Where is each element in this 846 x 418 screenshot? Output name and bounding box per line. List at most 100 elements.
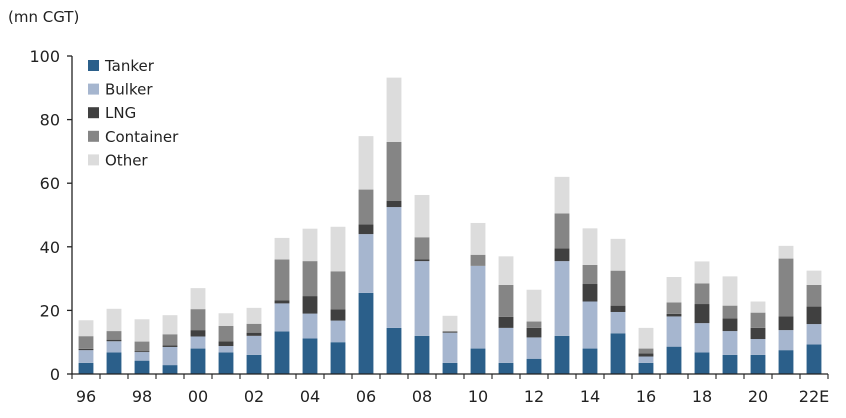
bar-other-03	[274, 237, 290, 260]
legend-label-lng: LNG	[105, 104, 136, 122]
bar-container-05	[330, 271, 346, 310]
bar-tanker-15	[610, 333, 626, 374]
bar-tanker-02	[246, 354, 262, 374]
x-tick-label: 22E	[799, 387, 829, 406]
x-tick-label: 02	[244, 387, 264, 406]
bar-tanker-18	[694, 352, 710, 374]
bar-lng-16	[638, 353, 654, 357]
bar-bulker-12	[526, 337, 542, 359]
bar-lng-04	[302, 296, 318, 314]
bar-tanker-07	[386, 327, 402, 374]
bar-container-20	[750, 312, 766, 328]
bar-tanker-05	[330, 342, 346, 374]
bar-other-06	[358, 136, 374, 190]
bar-tanker-03	[274, 331, 290, 374]
bar-container-01	[218, 325, 234, 342]
bar-lng-22E	[806, 306, 822, 325]
bar-bulker-20	[750, 339, 766, 355]
bar-other-20	[750, 301, 766, 313]
bar-lng-00	[190, 330, 206, 337]
bar-tanker-17	[666, 346, 682, 374]
bar-bulker-00	[190, 336, 206, 349]
bar-tanker-13	[554, 335, 570, 374]
x-tick-label: 98	[132, 387, 152, 406]
bar-bulker-04	[302, 313, 318, 339]
bar-bulker-05	[330, 320, 346, 343]
bar-container-96	[78, 336, 94, 349]
x-tick-label: 14	[580, 387, 600, 406]
bar-container-10	[470, 254, 486, 266]
bar-lng-20	[750, 327, 766, 340]
bar-lng-97	[106, 339, 122, 342]
x-tick-label: 20	[748, 387, 768, 406]
x-tick-label: 04	[300, 387, 320, 406]
bar-lng-19	[722, 318, 738, 332]
bar-lng-21	[778, 316, 794, 331]
bar-lng-14	[582, 284, 598, 302]
y-tick-label: 60	[40, 174, 60, 193]
bar-lng-11	[498, 316, 514, 328]
bar-bulker-13	[554, 261, 570, 336]
bar-other-16	[638, 327, 654, 349]
y-tick-label: 0	[50, 365, 60, 384]
bar-container-07	[386, 141, 402, 201]
bar-container-98	[134, 341, 150, 352]
bar-tanker-21	[778, 350, 794, 374]
x-tick-label: 96	[76, 387, 96, 406]
bar-container-09	[442, 331, 458, 333]
x-tick-label: 00	[188, 387, 208, 406]
bar-lng-01	[218, 341, 234, 347]
bar-other-18	[694, 261, 710, 284]
legend-label-tanker: Tanker	[104, 57, 155, 75]
bar-lng-07	[386, 200, 402, 208]
x-tick-label: 10	[468, 387, 488, 406]
bar-container-18	[694, 283, 710, 305]
bar-other-15	[610, 238, 626, 271]
y-axis-unit-label: (mn CGT)	[8, 8, 80, 26]
bar-bulker-06	[358, 234, 374, 293]
bar-container-06	[358, 189, 374, 225]
y-tick-label: 80	[40, 111, 60, 130]
bar-lng-05	[330, 309, 346, 321]
bar-bulker-14	[582, 301, 598, 349]
bar-lng-96	[78, 348, 94, 351]
bar-lng-15	[610, 305, 626, 312]
bar-container-03	[274, 259, 290, 301]
bar-bulker-21	[778, 330, 794, 351]
bar-container-08	[414, 237, 430, 260]
bar-lng-08	[414, 259, 430, 262]
bar-lng-02	[246, 332, 262, 336]
legend-label-other: Other	[105, 151, 148, 169]
bar-tanker-14	[582, 348, 598, 374]
bar-container-14	[582, 264, 598, 285]
bar-other-00	[190, 288, 206, 310]
bar-other-17	[666, 277, 682, 303]
x-tick-label: 08	[412, 387, 432, 406]
bar-other-13	[554, 176, 570, 214]
bar-container-00	[190, 309, 206, 331]
bar-other-02	[246, 307, 262, 324]
legend-label-container: Container	[105, 128, 179, 146]
bar-tanker-99	[162, 365, 178, 374]
bar-other-96	[78, 320, 94, 337]
bar-bulker-22E	[806, 324, 822, 345]
bar-other-12	[526, 289, 542, 322]
bars-group	[78, 77, 822, 374]
bar-bulker-10	[470, 265, 486, 349]
bar-container-02	[246, 323, 262, 333]
bar-bulker-03	[274, 303, 290, 332]
y-tick-label: 20	[40, 301, 60, 320]
bar-tanker-12	[526, 358, 542, 374]
bar-bulker-08	[414, 261, 430, 336]
axes-group: 0 20 40 60 80 100 96 98 00 02 04 06 08 10 12 14 16 18 20 22…	[29, 47, 829, 406]
bar-container-11	[498, 284, 514, 317]
bar-tanker-11	[498, 362, 514, 374]
bar-lng-06	[358, 224, 374, 235]
bar-lng-18	[694, 304, 710, 324]
y-tick-label: 100	[29, 47, 60, 66]
bar-other-01	[218, 313, 234, 326]
bar-other-08	[414, 194, 430, 238]
x-tick-label: 18	[692, 387, 712, 406]
bar-lng-99	[162, 345, 178, 347]
